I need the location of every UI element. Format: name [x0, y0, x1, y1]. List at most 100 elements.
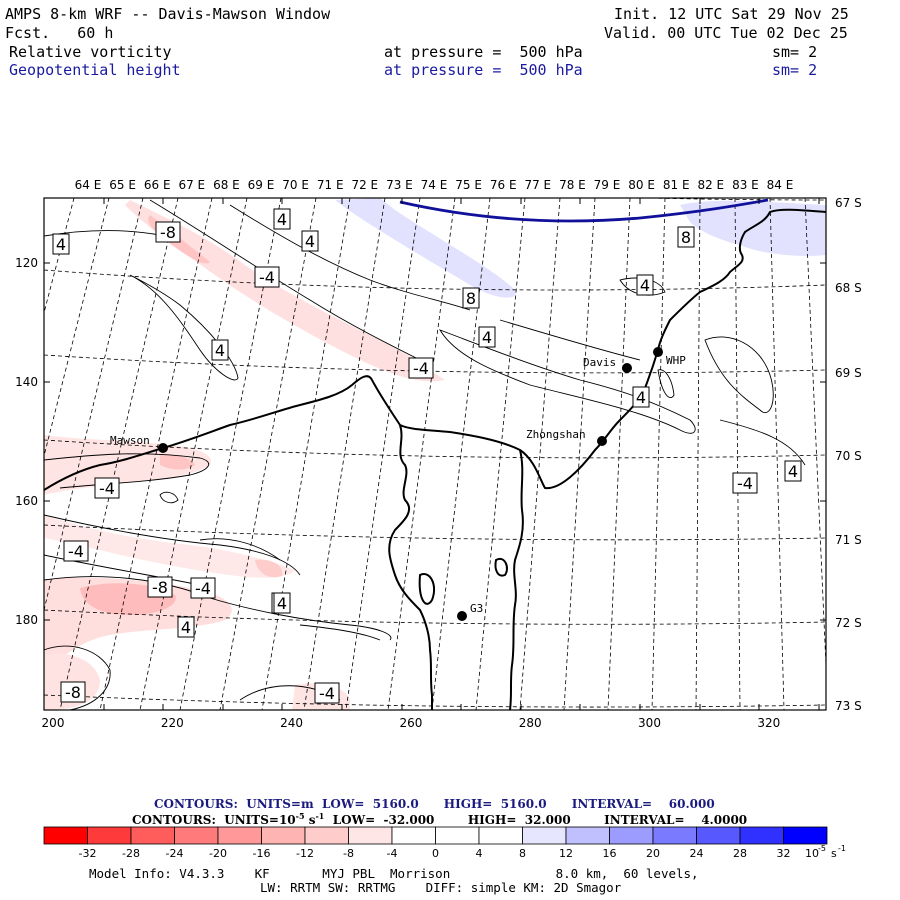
station-marker [597, 436, 607, 446]
field2-smoothing: sm= 2 [772, 61, 818, 79]
colorbar-segment [391, 826, 436, 845]
station-label: Mawson [110, 434, 150, 447]
colorbar-segment [435, 826, 480, 845]
field2-level: at pressure = 500 hPa [384, 61, 583, 79]
longitude-label: 70 E [282, 178, 309, 192]
longitude-label: 66 E [144, 178, 171, 192]
contour-label-box [677, 226, 695, 248]
positive-vorticity-area [335, 198, 516, 298]
contour-label: -8 [65, 683, 81, 702]
longitude-label: 71 E [317, 178, 344, 192]
contour-label-box [52, 233, 70, 255]
contour-label: -8 [160, 223, 176, 242]
longitude-label: 82 E [697, 178, 724, 192]
contour-label: -8 [152, 578, 168, 597]
contour-label: 4 [277, 210, 287, 229]
longitude-label: 80 E [628, 178, 655, 192]
longitude-label: 69 E [248, 178, 275, 192]
contour-label-box [632, 386, 650, 408]
longitude-label: 79 E [594, 178, 621, 192]
colorbar-segment [478, 826, 523, 845]
contour-label: -4 [195, 579, 211, 598]
longitude-label: 83 E [732, 178, 759, 192]
contours-vorticity-rest: LOW= -32.000 HIGH= 32.000 INTERVAL= 4.00… [324, 813, 748, 827]
longitude-label: 77 E [524, 178, 551, 192]
contour-label-box [408, 357, 434, 379]
colorbar-label: 28 [733, 847, 747, 860]
longitude-label: 67 E [178, 178, 205, 192]
longitude-label: 73 E [386, 178, 413, 192]
longitude-label: 75 E [455, 178, 482, 192]
colorbar-label: -20 [209, 847, 227, 860]
colorbar-label: -4 [387, 847, 398, 860]
colorbar-segment [739, 826, 784, 845]
field1-smoothing: sm= 2 [772, 43, 818, 61]
contours-vorticity-s: s [304, 813, 316, 827]
contour-label: -4 [68, 542, 84, 561]
contour-label-box [273, 208, 291, 230]
contour-label: -4 [259, 268, 275, 287]
contour-label-box [155, 221, 181, 243]
station-label: Zhongshan [526, 428, 586, 441]
contour-label-box [314, 682, 340, 704]
colorbar-labels: -32 -28 -24 -20 -16 -12 -8 -4 0 4 8 12 16 20 24 28 32 10-… [79, 844, 846, 860]
x-tick-label: 320 [757, 716, 780, 730]
longitude-label: 84 E [767, 178, 794, 192]
x-tick-label: 300 [638, 716, 661, 730]
colorbar-label: 12 [559, 847, 573, 860]
longitude-label: 72 E [351, 178, 378, 192]
colorbar-label: -8 [343, 847, 354, 860]
longitude-label: 65 E [109, 178, 136, 192]
contour-label: 4 [56, 235, 66, 254]
y-tick-label: 140 [15, 375, 38, 389]
longitude-label: 76 E [490, 178, 517, 192]
contours-vorticity-exp: -5 [295, 811, 305, 821]
forecast-hour: Fcst. 60 h [5, 24, 114, 42]
contour-label-box [636, 274, 654, 296]
contour-label: -4 [319, 684, 335, 703]
contour-label: 4 [277, 594, 287, 613]
x-tick-label: 280 [519, 716, 542, 730]
negative-vorticity-area [44, 435, 211, 495]
contour-label: -4 [99, 479, 115, 498]
plot-frame [43, 197, 827, 711]
map-title: AMPS 8-km WRF -- Davis-Mawson Window [5, 5, 331, 23]
longitude-label: 78 E [559, 178, 586, 192]
colorbar-unit: 10 [805, 847, 819, 860]
station-marker [457, 611, 467, 621]
contour-label: 8 [466, 289, 476, 308]
contour-label: 4 [482, 328, 492, 347]
field1-level: at pressure = 500 hPa [384, 43, 583, 61]
negative-vorticity-area [125, 200, 445, 382]
init-time: Init. 12 UTC Sat 29 Nov 25 [614, 5, 849, 23]
longitude-lines [44, 198, 826, 710]
y-tick-label: 120 [15, 256, 38, 270]
contour-label-box [147, 576, 173, 598]
station-marker [158, 443, 168, 453]
contour-label: 4 [215, 341, 225, 360]
contours-vorticity-exp2: -1 [315, 811, 325, 821]
colorbar-segment [652, 826, 697, 845]
field1-name: Relative vorticity [9, 43, 172, 61]
negative-vorticity-area [160, 454, 195, 470]
latitude-label: 73 S [835, 699, 862, 713]
model-info-line1: Model Info: V4.3.3 KF MYJ PBL Morrison 8… [89, 866, 699, 881]
colorbar-label: -12 [296, 847, 314, 860]
contours-vorticity-info: CONTOURS: UNITS=10-5 s-1 LOW= -32.000 HI… [132, 811, 747, 827]
station-label: WHP [666, 354, 686, 367]
y-tick-labels: 120 140 160 180 [15, 256, 38, 627]
latitude-label: 70 S [835, 449, 862, 463]
colorbar-segment [783, 826, 828, 845]
contour-label-box [211, 339, 229, 361]
contour-label: 8 [681, 228, 691, 247]
colorbar-segment [522, 826, 567, 845]
colorbar-segment [609, 826, 654, 845]
contour-label: -4 [413, 359, 429, 378]
colorbar-label: 20 [646, 847, 660, 860]
station-marker [622, 363, 632, 373]
x-tick-label: 260 [399, 716, 422, 730]
colorbar-label: 4 [476, 847, 483, 860]
contour-label-box [190, 577, 216, 599]
latitude-label: 71 S [835, 533, 862, 547]
colorbar-segment [348, 826, 393, 845]
